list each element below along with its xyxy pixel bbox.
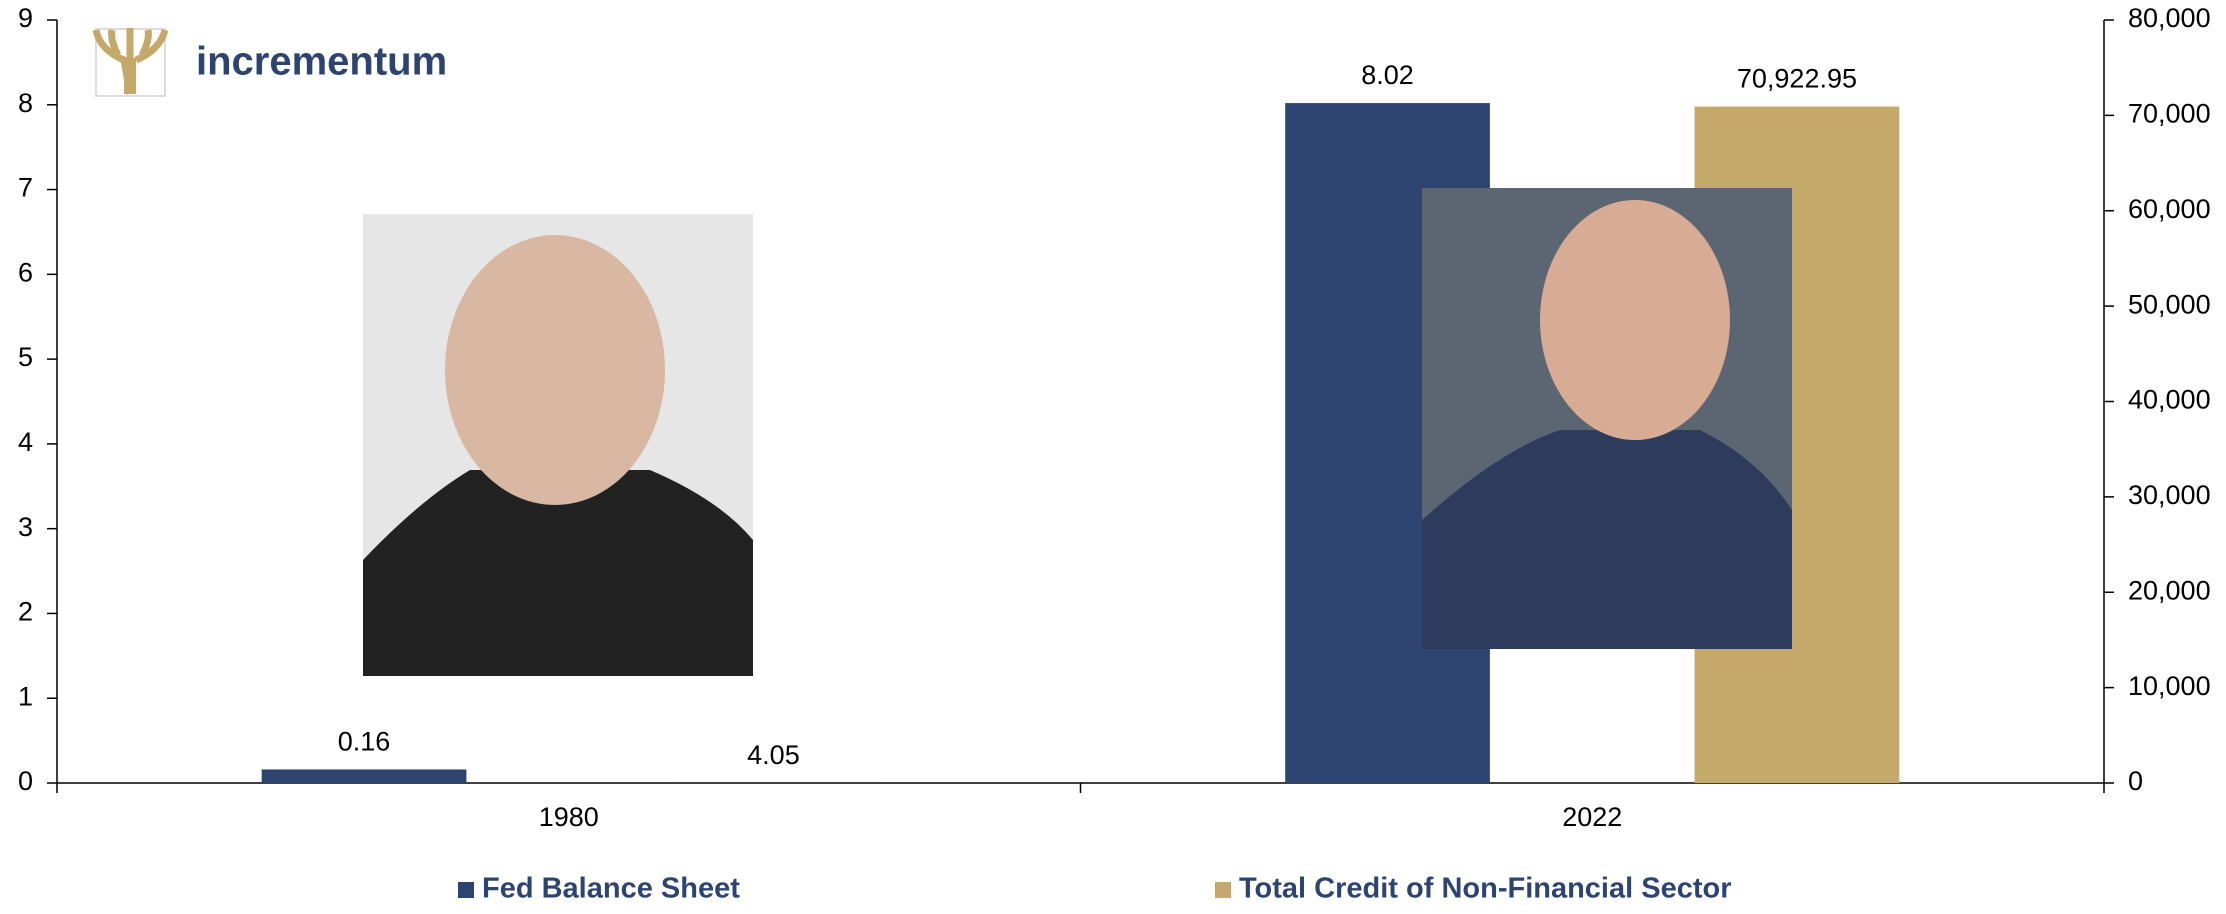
legend-label: Fed Balance Sheet — [482, 873, 740, 905]
y2-tick-label: 20,000 — [2128, 575, 2211, 605]
logo: incrementum — [96, 28, 447, 96]
y-tick-label: 9 — [18, 3, 33, 33]
legend-swatch — [1215, 882, 1231, 898]
y2-tick-label: 0 — [2128, 766, 2143, 796]
data-label: 0.16 — [338, 727, 391, 757]
photo-face — [445, 235, 665, 505]
y2-tick-label: 80,000 — [2128, 3, 2211, 33]
photo-2022 — [1422, 188, 1792, 649]
y-tick-label: 7 — [18, 173, 33, 203]
plot: 0 1 2 3 4 5 6 7 8 9 0 10,000 20,000 30,000 40,000 50,00… — [18, 3, 2211, 905]
data-label: 4.05 — [747, 740, 800, 770]
y-tick-label: 4 — [18, 427, 33, 457]
y-tick-label: 0 — [18, 766, 33, 796]
y-tick-label: 5 — [18, 342, 33, 372]
y2-tick-label: 50,000 — [2128, 289, 2211, 319]
y-tick-label: 1 — [18, 681, 33, 711]
y-tick-label: 2 — [18, 597, 33, 627]
photo-1980 — [363, 214, 753, 676]
x-tick-label: 2022 — [1562, 802, 1622, 832]
x-tick-label: 1980 — [539, 802, 599, 832]
y-tick-label: 3 — [18, 512, 33, 542]
y2-tick-label: 60,000 — [2128, 194, 2211, 224]
legend-swatch — [458, 882, 474, 898]
photo-face — [1540, 200, 1730, 440]
legend-label: Total Credit of Non-Financial Sector — [1239, 873, 1732, 905]
y2-tick-label: 30,000 — [2128, 480, 2211, 510]
data-label: 8.02 — [1361, 60, 1414, 90]
y2-tick-label: 40,000 — [2128, 385, 2211, 415]
logo-trunk — [124, 58, 136, 94]
y2-tick-label: 10,000 — [2128, 671, 2211, 701]
y-tick-label: 6 — [18, 257, 33, 287]
chart: incrementum 0 1 2 3 4 5 6 7 8 9 0 10,000 20,000 30,00… — [0, 0, 2226, 914]
data-label: 70,922.95 — [1737, 64, 1857, 94]
bar — [262, 769, 467, 783]
logo-text: incrementum — [196, 40, 447, 84]
y-tick-label: 8 — [18, 88, 33, 118]
y2-tick-label: 70,000 — [2128, 99, 2211, 129]
